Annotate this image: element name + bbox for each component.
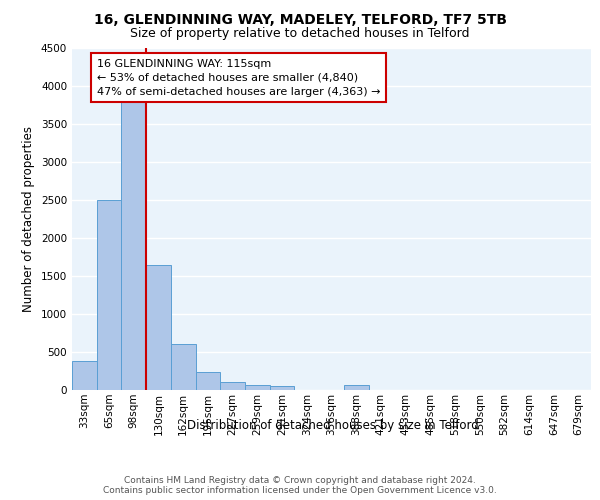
Bar (220, 382, 245, 390)
Text: Size of property relative to detached houses in Telford: Size of property relative to detached ho… (130, 28, 470, 40)
Text: Contains HM Land Registry data © Crown copyright and database right 2024.
Contai: Contains HM Land Registry data © Crown c… (103, 476, 497, 495)
Bar (97, 200, 121, 390)
Bar (270, 386, 295, 390)
Bar (245, 386, 270, 390)
Bar (121, 102, 146, 390)
Text: Distribution of detached houses by size in Telford: Distribution of detached houses by size … (187, 420, 479, 432)
Bar (146, 265, 171, 390)
Y-axis label: Number of detached properties: Number of detached properties (22, 126, 35, 312)
Bar (171, 344, 196, 390)
Bar (196, 372, 220, 390)
Text: 16 GLENDINNING WAY: 115sqm
← 53% of detached houses are smaller (4,840)
47% of s: 16 GLENDINNING WAY: 115sqm ← 53% of deta… (97, 59, 380, 97)
Bar (72, 362, 97, 390)
Text: 16, GLENDINNING WAY, MADELEY, TELFORD, TF7 5TB: 16, GLENDINNING WAY, MADELEY, TELFORD, T… (94, 12, 506, 26)
Bar (344, 386, 368, 390)
